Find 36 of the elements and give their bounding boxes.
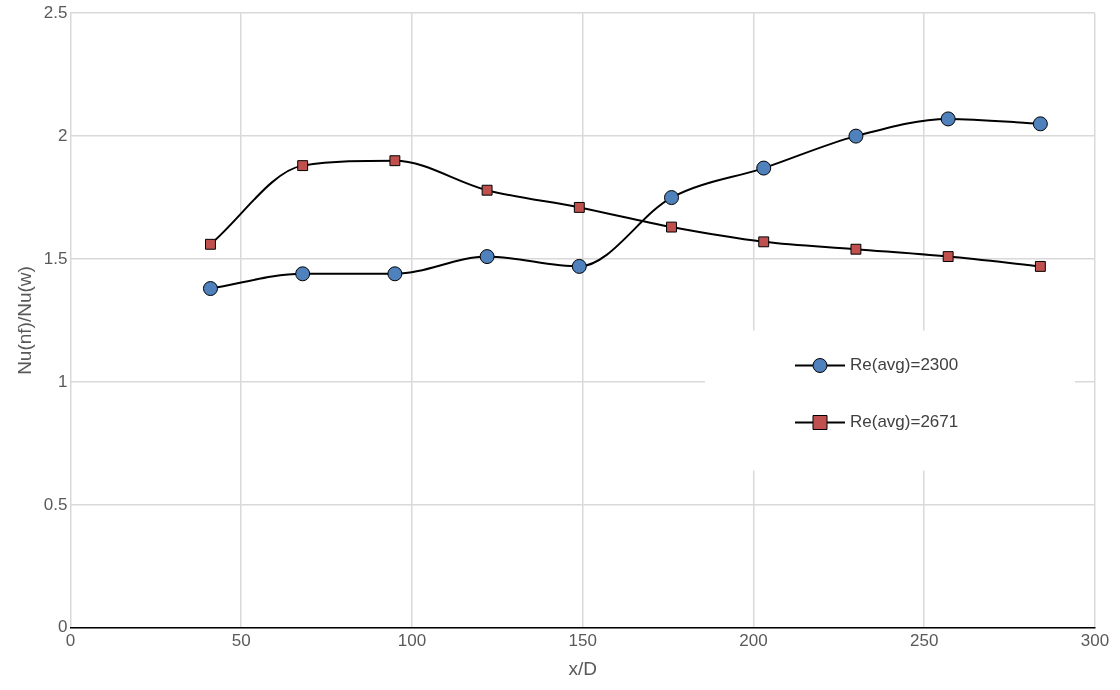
point: [848, 128, 864, 144]
point: [481, 184, 493, 196]
y-tick-label: 0.5: [43, 494, 68, 514]
x-tick-label: 250: [910, 630, 939, 650]
point: [571, 258, 587, 274]
x-axis-title: x/D: [568, 657, 597, 679]
legend-label: Re(avg)=2300: [850, 355, 959, 375]
point: [387, 266, 403, 282]
x-tick-label: 300: [1080, 630, 1110, 650]
y-tick-label: 2.5: [43, 2, 68, 22]
point: [297, 160, 309, 172]
point: [573, 201, 585, 213]
point: [202, 281, 218, 297]
point: [1034, 260, 1046, 272]
point: [666, 221, 677, 233]
point: [850, 243, 862, 255]
x-tick-label: 100: [397, 630, 427, 650]
x-tick-label: 200: [739, 630, 768, 650]
point: [756, 160, 772, 176]
point: [205, 238, 216, 250]
y-tick-label: 2: [57, 125, 68, 145]
y-tick-label: 1: [57, 371, 68, 391]
y-tick-label: 0: [57, 617, 68, 637]
y-tick-label: 1.5: [43, 248, 68, 268]
point: [479, 249, 495, 265]
legend-label: Re(avg)=2671: [850, 412, 959, 432]
point: [940, 111, 956, 127]
point: [295, 266, 311, 282]
x-tick-label: 150: [568, 630, 597, 650]
x-tick-label: 50: [231, 630, 251, 650]
y-axis-title: Nu(nf)/Nu(w): [13, 266, 35, 375]
point: [389, 155, 401, 167]
point: [758, 236, 770, 248]
point: [664, 190, 680, 206]
point: [942, 251, 954, 263]
point: [1032, 116, 1048, 132]
